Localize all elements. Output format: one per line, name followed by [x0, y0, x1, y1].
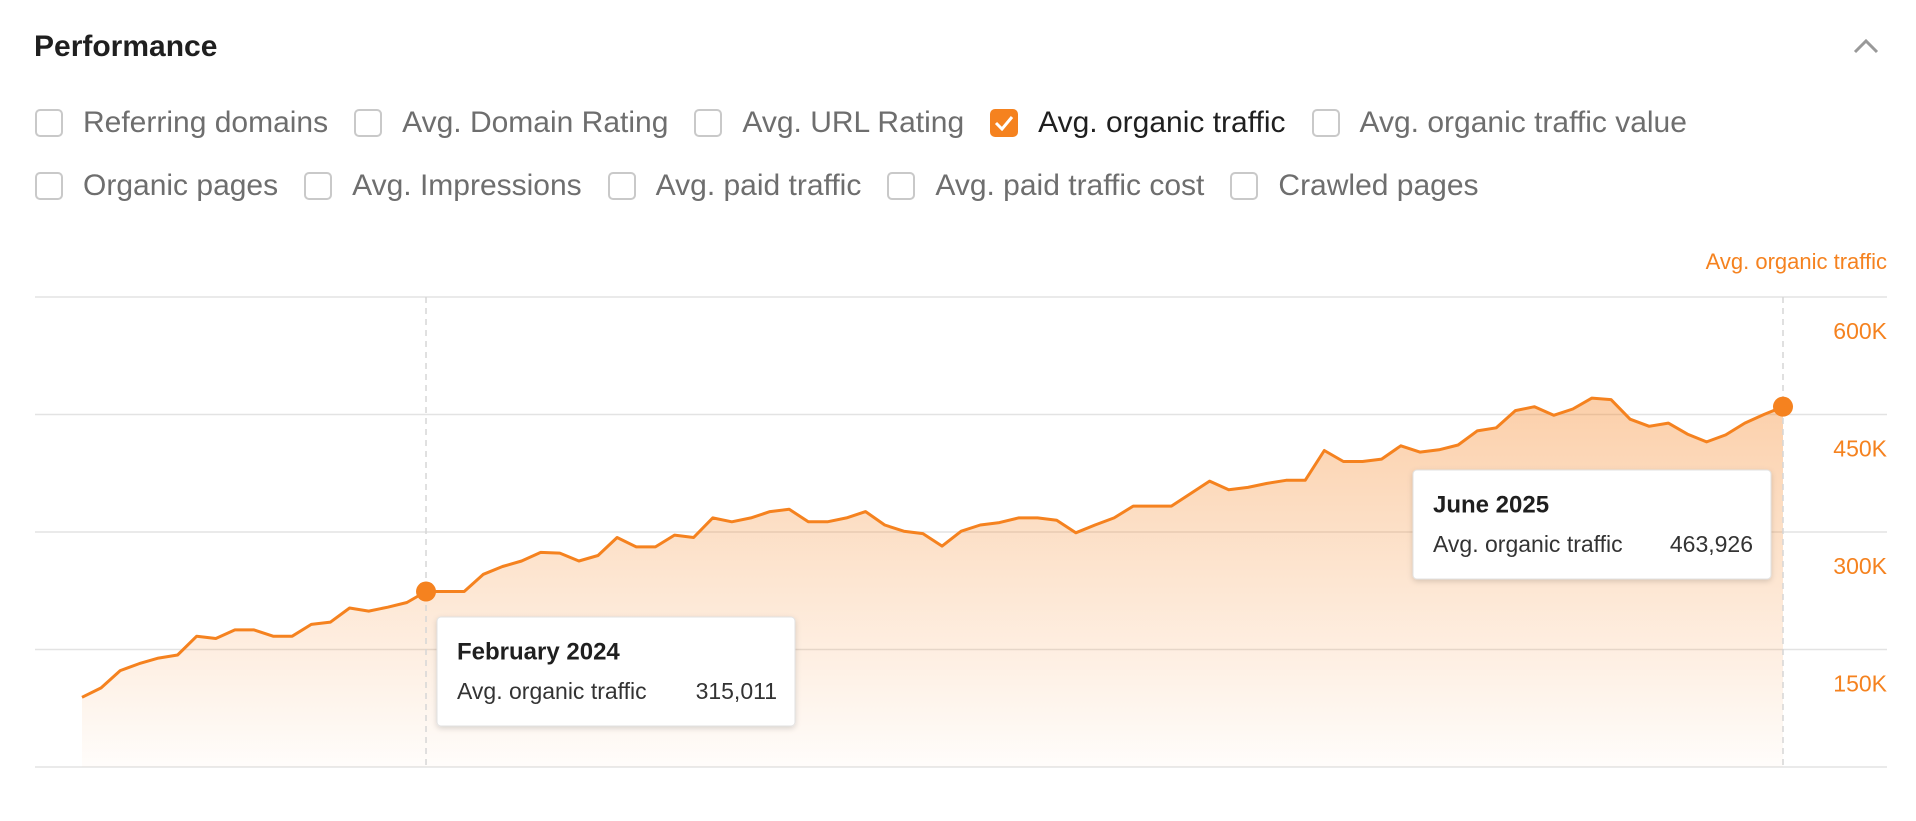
filter-checkbox[interactable]: Avg. organic traffic value: [1311, 106, 1687, 140]
filter-label: Referring domains: [83, 106, 329, 139]
filter-label: Crawled pages: [1278, 169, 1479, 202]
tooltip-label: Avg. organic traffic: [1433, 531, 1623, 557]
filter-checkbox[interactable]: Avg. Impressions: [304, 169, 582, 203]
tooltip-value: 315,011: [696, 678, 777, 704]
tooltip-label: Avg. organic traffic: [457, 678, 647, 704]
filter-checkbox[interactable]: Avg. Domain Rating: [354, 106, 668, 140]
y-axis-title: Avg. organic traffic: [1706, 249, 1887, 274]
filter-label: Avg. paid traffic cost: [935, 169, 1205, 202]
filter-label: Avg. paid traffic: [655, 169, 862, 202]
tooltip: June 2025 Avg. organic traffic 463,926: [1412, 469, 1772, 580]
checkbox[interactable]: [887, 172, 916, 200]
filter-label: Avg. URL Rating: [742, 106, 965, 139]
filter-label: Avg. organic traffic: [1038, 106, 1286, 139]
section-title: Performance: [34, 30, 218, 63]
area: [82, 398, 1783, 767]
filter-row: Organic pages Avg. Impressions Avg. paid t…: [35, 169, 1479, 203]
filter-checkbox[interactable]: Avg. organic traffic: [990, 106, 1286, 140]
filter-label: Avg. Impressions: [352, 169, 582, 202]
tooltip-title: February 2024: [457, 638, 620, 665]
checkbox[interactable]: [1311, 109, 1340, 137]
collapse-button[interactable]: [1852, 36, 1880, 56]
checkbox[interactable]: [694, 109, 723, 137]
filter-checkbox[interactable]: Avg. URL Rating: [694, 106, 964, 140]
hover-dot: [416, 581, 437, 602]
filter-row: Referring domains Avg. Domain Rating Avg. …: [35, 106, 1687, 140]
checkbox[interactable]: [304, 172, 333, 200]
filter-checkbox[interactable]: Avg. paid traffic: [607, 169, 862, 203]
tooltip-box: [1412, 469, 1772, 580]
filter-checkbox[interactable]: Organic pages: [35, 169, 278, 203]
checkbox[interactable]: [35, 172, 63, 200]
checkbox[interactable]: [990, 109, 1019, 137]
line: [81, 396, 1784, 699]
y-tick-label: 300K: [1833, 553, 1887, 579]
filter-checkbox[interactable]: Avg. paid traffic cost: [887, 169, 1204, 203]
y-tick-label: 150K: [1833, 671, 1887, 697]
check-icon: [995, 116, 1014, 131]
y-tick-label: 450K: [1833, 436, 1887, 462]
tooltip-value: 463,926: [1670, 531, 1753, 557]
checkbox[interactable]: [1230, 172, 1259, 200]
tooltip-box: [436, 616, 796, 727]
filter-checkbox[interactable]: Referring domains: [35, 106, 328, 140]
filter-label: Avg. organic traffic value: [1359, 106, 1687, 139]
checkbox[interactable]: [35, 109, 63, 137]
filter-label: Organic pages: [83, 169, 279, 202]
tooltip-title: June 2025: [1433, 491, 1549, 518]
y-tick-label: 600K: [1833, 318, 1887, 344]
filter-label: Avg. Domain Rating: [402, 106, 669, 139]
checkbox[interactable]: [354, 109, 383, 137]
tooltip: February 2024 Avg. organic traffic 315,011: [436, 616, 796, 727]
filter-checkbox[interactable]: Crawled pages: [1230, 169, 1479, 203]
hover-dot: [1773, 396, 1793, 417]
checkbox[interactable]: [607, 172, 636, 200]
